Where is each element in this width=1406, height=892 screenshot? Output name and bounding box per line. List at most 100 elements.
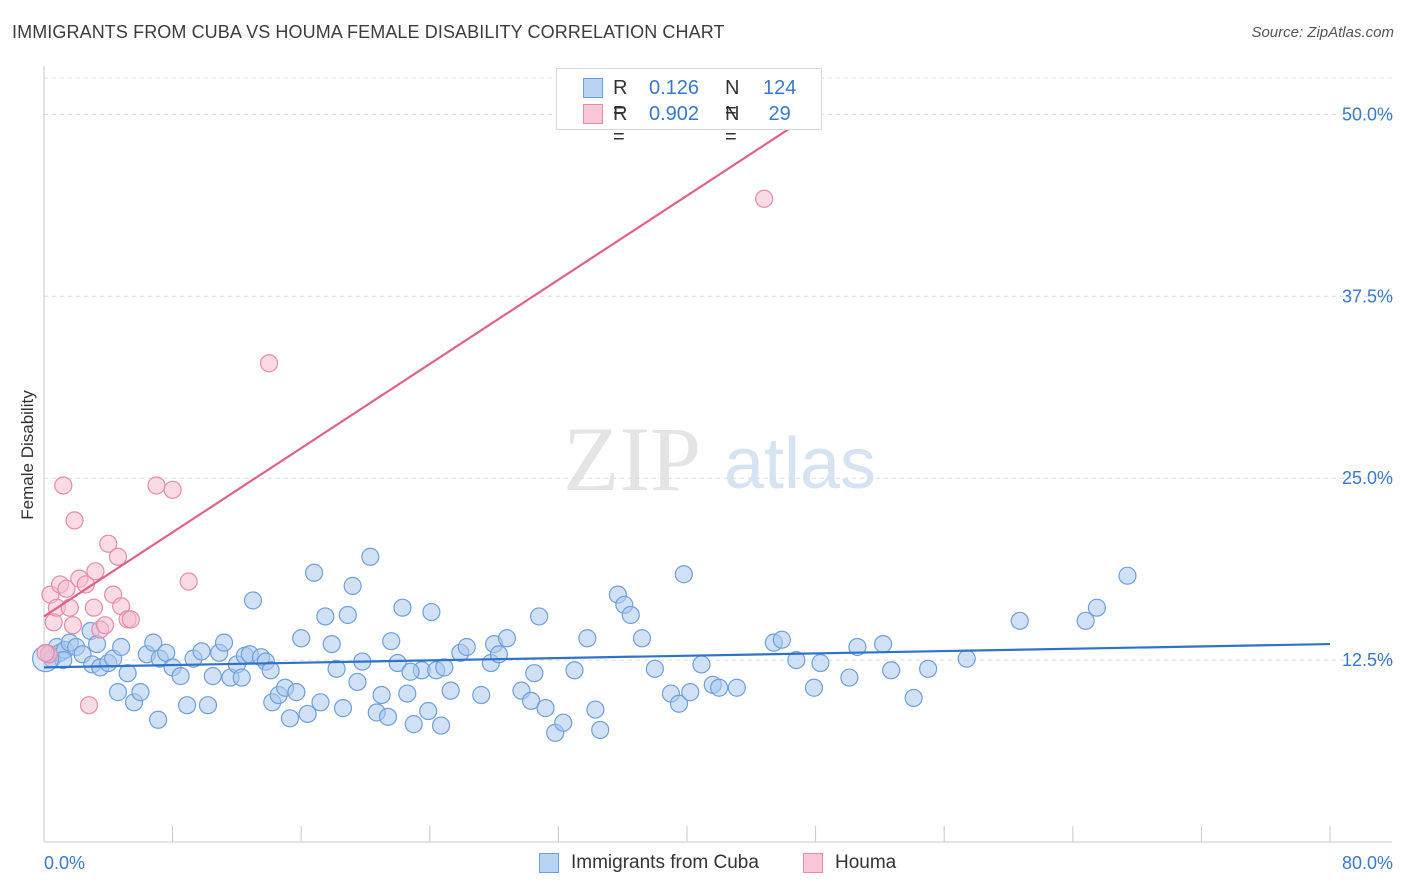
legend-label: Houma xyxy=(835,852,897,873)
data-point xyxy=(63,616,83,635)
data-point xyxy=(692,655,711,674)
data-point xyxy=(348,672,367,692)
data-point xyxy=(472,685,491,705)
data-point xyxy=(536,699,555,718)
data-point xyxy=(435,658,454,677)
data-point xyxy=(382,632,401,651)
data-point xyxy=(591,720,610,740)
data-point xyxy=(681,683,700,702)
data-point xyxy=(108,683,128,702)
data-point xyxy=(674,565,693,584)
data-point xyxy=(957,649,976,668)
data-point xyxy=(57,579,76,598)
data-point xyxy=(755,189,774,208)
data-point xyxy=(198,696,218,715)
data-point xyxy=(343,576,362,595)
data-point xyxy=(554,713,573,732)
data-point xyxy=(422,602,441,622)
data-point xyxy=(311,693,330,712)
data-point xyxy=(361,547,380,566)
data-point xyxy=(441,681,460,700)
data-point xyxy=(388,653,407,673)
houma-swatch xyxy=(583,104,603,124)
data-point xyxy=(393,598,412,617)
data-point xyxy=(304,563,324,582)
y-tick-label: 25.0% xyxy=(1342,468,1393,488)
n-value: 124 xyxy=(763,77,797,99)
data-point xyxy=(79,696,99,715)
data-point xyxy=(848,637,867,657)
data-point xyxy=(804,678,824,697)
data-point xyxy=(243,591,263,610)
data-point xyxy=(1076,611,1095,630)
data-point xyxy=(874,634,893,654)
chart-title: IMMIGRANTS FROM CUBA VS HOUMA FEMALE DIS… xyxy=(12,22,725,42)
data-point xyxy=(525,664,544,683)
data-point xyxy=(632,629,652,648)
source-label: Source: ZipAtlas.com xyxy=(1251,24,1394,41)
series-cuba-points xyxy=(32,547,1137,742)
data-point xyxy=(398,684,417,703)
data-point xyxy=(919,659,938,678)
data-point xyxy=(621,605,640,625)
data-point xyxy=(565,661,584,680)
data-point xyxy=(645,659,664,678)
data-point xyxy=(322,634,341,654)
data-point xyxy=(121,610,140,629)
data-point xyxy=(586,700,605,719)
watermark-atlas: atlas xyxy=(724,424,876,504)
y-tick-label: 37.5% xyxy=(1342,286,1393,306)
data-point xyxy=(177,696,197,715)
data-point xyxy=(904,688,923,708)
r-label: R = xyxy=(613,103,628,148)
data-point xyxy=(404,715,423,734)
data-point xyxy=(431,716,451,735)
data-point xyxy=(131,683,150,702)
x-tick-label: 0.0% xyxy=(44,853,85,873)
series-houma-points xyxy=(36,189,774,715)
data-point xyxy=(457,637,476,657)
data-point xyxy=(338,605,357,625)
data-point xyxy=(497,629,517,648)
data-point xyxy=(669,694,689,713)
data-point xyxy=(710,678,729,697)
n-label: N = xyxy=(725,103,740,148)
data-point xyxy=(327,659,346,678)
data-point xyxy=(287,683,306,702)
data-point xyxy=(840,668,859,687)
legend-label: Immigrants from Cuba xyxy=(571,852,759,873)
data-point xyxy=(65,511,84,530)
data-point xyxy=(118,664,137,683)
data-point xyxy=(149,710,168,729)
n-label: N = xyxy=(725,77,740,122)
stats-box: R = 0.126 N = 124 R = 0.902 N = 29 xyxy=(556,68,822,148)
data-point xyxy=(521,691,541,710)
trend-lines xyxy=(43,110,1331,669)
y-tick-label: 50.0% xyxy=(1342,104,1393,124)
data-point xyxy=(84,598,103,617)
data-point xyxy=(203,667,222,686)
data-point xyxy=(419,701,438,721)
data-point xyxy=(95,616,115,635)
data-point xyxy=(882,661,901,680)
data-point xyxy=(171,667,190,686)
n-value: 29 xyxy=(763,103,791,125)
data-point xyxy=(787,650,806,670)
tick-labels: 12.5% 25.0% 37.5% 50.0% 0.0% 80.0% xyxy=(44,104,1393,873)
data-point xyxy=(316,607,335,626)
data-point xyxy=(232,668,251,687)
data-point xyxy=(372,685,391,705)
data-point xyxy=(259,354,279,373)
data-point xyxy=(99,534,118,553)
data-point xyxy=(727,678,746,697)
data-point xyxy=(401,662,420,681)
data-point xyxy=(378,707,398,726)
data-point xyxy=(163,480,182,499)
data-point xyxy=(192,642,211,661)
data-point xyxy=(112,637,131,657)
data-point xyxy=(280,709,300,728)
watermark: ZIP atlas xyxy=(563,408,876,510)
axes xyxy=(43,66,1392,843)
data-point xyxy=(60,598,79,617)
